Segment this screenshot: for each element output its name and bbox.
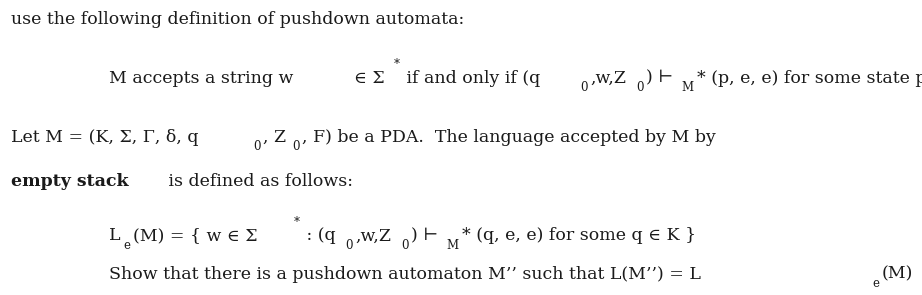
Text: * (q, e, e) for some q ∈ K }: * (q, e, e) for some q ∈ K } [462,227,696,245]
Text: 0: 0 [637,81,644,94]
Text: Show that there is a pushdown automaton M’’ such that L(M’’) = L: Show that there is a pushdown automaton … [109,266,701,283]
Text: (M): (M) [881,266,913,283]
Text: ∈ Σ: ∈ Σ [354,70,384,87]
Text: *: * [394,58,399,71]
Text: ) ⊢: ) ⊢ [411,227,439,245]
Text: , F) be a PDA.  The language accepted by M by: , F) be a PDA. The language accepted by … [302,129,715,146]
Text: 0: 0 [581,81,588,94]
Text: e: e [124,239,131,252]
Text: is defined as follows:: is defined as follows: [163,173,353,190]
Text: , Z: , Z [263,129,286,146]
Text: 0: 0 [292,140,300,153]
Text: L: L [109,227,120,245]
Text: 0: 0 [402,239,409,252]
Text: * (p, e, e) for some state p ∈ F: * (p, e, e) for some state p ∈ F [697,70,922,87]
Text: M accepts a string w: M accepts a string w [109,70,299,87]
Text: 0: 0 [346,239,353,252]
Text: (M) = { w ∈ Σ: (M) = { w ∈ Σ [133,227,257,245]
Text: e: e [872,277,880,290]
Text: *: * [293,216,300,229]
Text: M: M [681,81,693,94]
Text: Let M = (K, Σ, Γ, δ, q: Let M = (K, Σ, Γ, δ, q [11,129,198,146]
Text: 0: 0 [253,140,261,153]
Text: use the following definition of pushdown automata:: use the following definition of pushdown… [11,11,465,28]
Text: : (q: : (q [301,227,336,245]
Text: M: M [446,239,458,252]
Text: ,w,Z: ,w,Z [355,227,391,245]
Text: empty stack: empty stack [11,173,129,190]
Text: ,w,Z: ,w,Z [590,70,626,87]
Text: ) ⊢: ) ⊢ [646,70,674,87]
Text: if and only if (q: if and only if (q [401,70,540,87]
